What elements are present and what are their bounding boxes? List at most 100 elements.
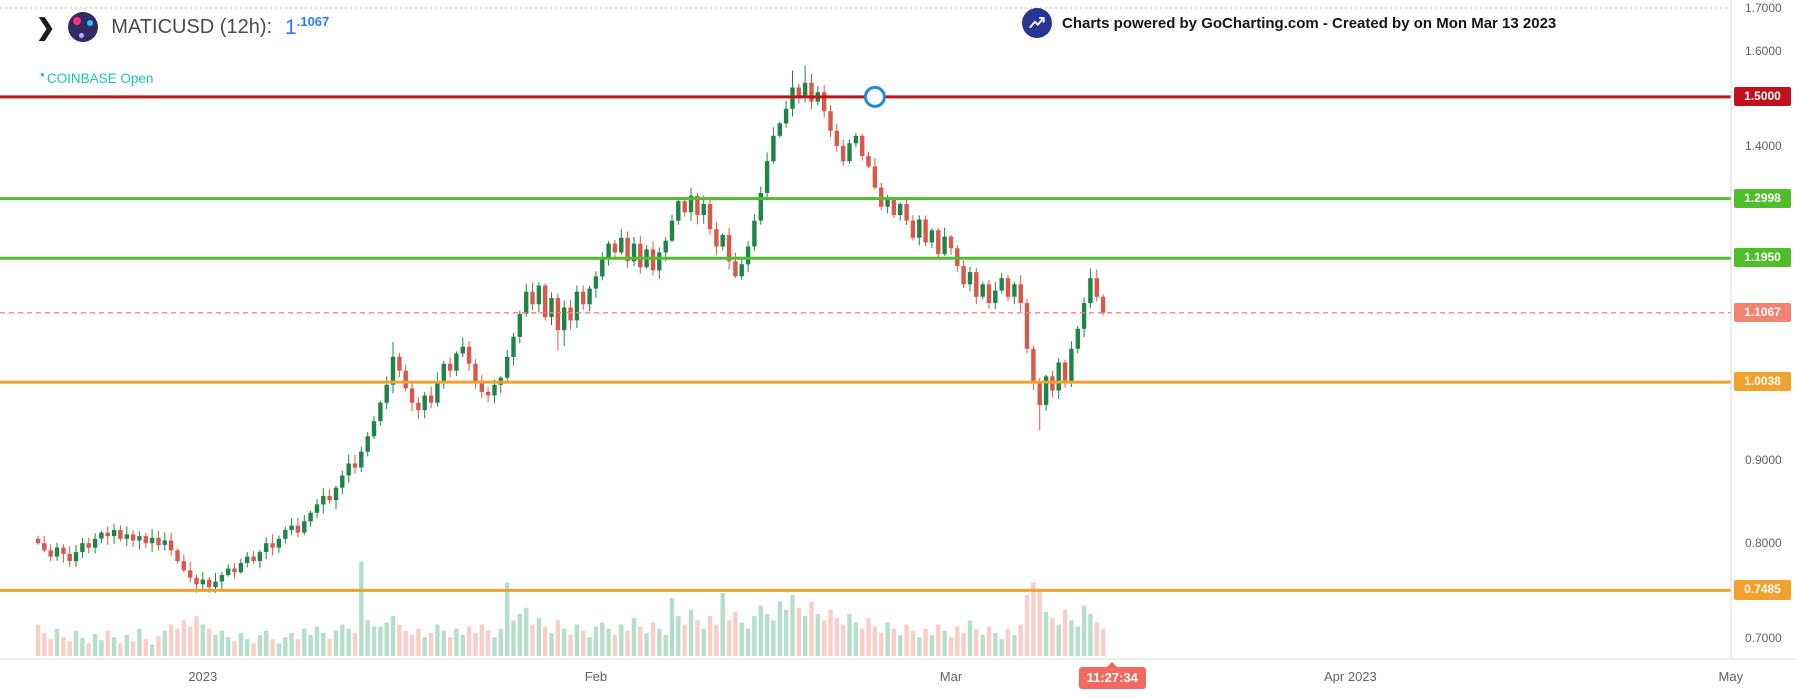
candle-body bbox=[631, 243, 637, 262]
last-price: 1.1067 bbox=[285, 14, 329, 40]
volume-bar bbox=[302, 628, 307, 656]
collapse-panel-chevron-icon[interactable]: ❯ bbox=[36, 13, 56, 40]
candle-body bbox=[745, 246, 751, 265]
volume-bar bbox=[771, 620, 776, 656]
volume-bar bbox=[777, 601, 782, 656]
candle-body bbox=[447, 363, 453, 371]
candle-body bbox=[409, 388, 415, 403]
candle-body bbox=[739, 264, 744, 277]
price-axis-scale[interactable]: 1.7000 1.6000 1.5000 1.4000 1.2998 1.1950 1.10… bbox=[1733, 0, 1795, 659]
candle-body bbox=[1062, 362, 1068, 384]
volume-bar bbox=[485, 630, 491, 656]
candle-body bbox=[625, 237, 630, 262]
volume-bar bbox=[600, 622, 605, 656]
candle-body bbox=[853, 135, 859, 144]
volume-bar bbox=[447, 637, 453, 656]
time-axis-scale[interactable]: 2023 Feb Mar Apr 2023 May bbox=[0, 659, 1743, 698]
volume-bar bbox=[764, 614, 770, 656]
volume-bar bbox=[917, 637, 922, 656]
volume-bar bbox=[948, 637, 954, 656]
volume-bar bbox=[390, 616, 396, 656]
candle-body bbox=[245, 556, 250, 563]
circle-annotation[interactable] bbox=[863, 85, 886, 108]
volume-bar bbox=[162, 630, 167, 656]
volume-bar bbox=[479, 624, 484, 656]
volume-bar bbox=[631, 618, 637, 656]
candle-body bbox=[118, 530, 123, 539]
watermark: Charts powered by GoCharting.com - Creat… bbox=[1022, 8, 1556, 38]
volume-bar bbox=[942, 630, 947, 656]
volume-bar bbox=[276, 643, 282, 656]
candle-body bbox=[276, 538, 282, 548]
volume-bar bbox=[669, 598, 675, 657]
candle-body bbox=[967, 272, 973, 285]
candle-body bbox=[511, 336, 516, 357]
candle-body bbox=[1088, 278, 1093, 304]
volume-bar bbox=[428, 632, 434, 656]
volume-bar bbox=[48, 639, 53, 656]
candle-body bbox=[669, 220, 675, 241]
candle-body bbox=[568, 307, 573, 321]
volume-bar bbox=[111, 637, 117, 656]
candle-body bbox=[917, 219, 922, 238]
candle-body bbox=[1037, 383, 1042, 405]
volume-bar bbox=[828, 609, 833, 656]
candle-body bbox=[86, 543, 91, 548]
volume-bar bbox=[130, 641, 136, 656]
candle-body bbox=[834, 130, 839, 146]
volume-bar bbox=[638, 626, 643, 656]
candle-body bbox=[130, 534, 136, 541]
candle-body bbox=[663, 240, 668, 253]
gocharting-logo-icon[interactable] bbox=[68, 12, 99, 42]
candle-body bbox=[942, 236, 947, 255]
candle-body bbox=[181, 561, 186, 571]
candle-body bbox=[1005, 278, 1011, 297]
candle-body bbox=[980, 284, 985, 297]
volume-bar bbox=[86, 643, 91, 656]
volume-bar bbox=[251, 643, 256, 656]
volume-bar bbox=[536, 618, 542, 656]
price-axis-tick: 1.6000 bbox=[1745, 44, 1782, 58]
volume-bar bbox=[530, 624, 535, 656]
candle-body bbox=[466, 346, 472, 364]
candle-body bbox=[524, 291, 529, 314]
volume-bar bbox=[35, 624, 41, 656]
candle-body bbox=[473, 363, 478, 382]
volume-bar bbox=[492, 637, 497, 656]
volume-bar bbox=[625, 630, 630, 656]
candle-body bbox=[733, 261, 738, 277]
candle-body bbox=[314, 504, 320, 513]
candle-body bbox=[581, 291, 586, 305]
candle-body bbox=[536, 285, 542, 305]
candle-body bbox=[999, 278, 1004, 291]
volume-bar bbox=[657, 628, 662, 656]
volume-bar bbox=[333, 630, 339, 656]
candle-body bbox=[200, 579, 205, 585]
price-axis-tick: 1.4000 bbox=[1745, 138, 1782, 153]
candle-body bbox=[73, 552, 79, 562]
volume-bar bbox=[549, 632, 554, 656]
candle-body bbox=[333, 487, 339, 501]
volume-bar bbox=[682, 624, 687, 656]
time-axis-tick: Apr 2023 bbox=[1324, 669, 1377, 684]
volume-bar bbox=[80, 638, 85, 656]
candle-body bbox=[822, 92, 827, 112]
volume-bar bbox=[929, 635, 935, 656]
candle-body bbox=[910, 220, 916, 238]
candle-body bbox=[416, 402, 421, 410]
volume-bar bbox=[340, 624, 345, 656]
volume-bar bbox=[822, 620, 827, 656]
volume-bar bbox=[524, 607, 529, 656]
volume-bar bbox=[701, 628, 706, 656]
candle-body bbox=[809, 82, 814, 102]
volume-bar bbox=[511, 620, 516, 656]
candle-body bbox=[460, 346, 465, 354]
candle-body bbox=[302, 521, 307, 533]
volume-bar bbox=[993, 632, 998, 656]
candle-body bbox=[188, 570, 193, 578]
candle-body bbox=[923, 219, 928, 243]
candle-body bbox=[219, 575, 225, 582]
volume-bar bbox=[555, 620, 561, 656]
volume-bar bbox=[644, 632, 649, 656]
